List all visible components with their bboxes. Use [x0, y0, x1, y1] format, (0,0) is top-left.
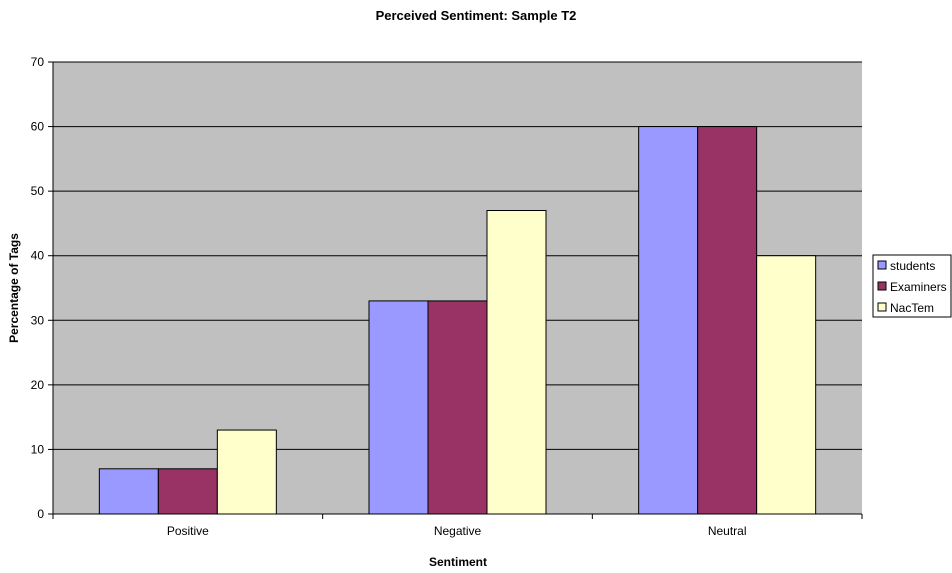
bar-nactem-positive: [216, 429, 277, 515]
y-tick-label: 50: [31, 184, 45, 198]
bar-students-neutral: [638, 126, 699, 515]
y-tick-label: 20: [31, 378, 45, 392]
bar-nactem-negative: [486, 210, 547, 515]
axes: [48, 61, 863, 519]
legend-swatch: [877, 302, 887, 312]
bar-students-negative: [368, 300, 429, 515]
legend-label: Examiners: [890, 280, 947, 294]
y-tick-label: 60: [31, 120, 45, 134]
legend-swatch: [877, 281, 887, 291]
bar-nactem-neutral: [756, 255, 817, 515]
y-tick-label: 10: [31, 442, 45, 456]
bar-examiners-negative: [427, 300, 488, 515]
x-tick-label: Negative: [434, 524, 482, 538]
bar-examiners-positive: [157, 468, 218, 515]
y-tick-label: 30: [31, 313, 45, 327]
y-tick-label: 0: [37, 507, 44, 521]
y-tick-label: 40: [31, 249, 45, 263]
y-tick-labels: 0 10 20 30 40 50 60 70: [31, 55, 45, 521]
legend: students Examiners NacTem: [872, 254, 952, 318]
x-tick-label: Positive: [167, 524, 209, 538]
legend-swatch: [877, 260, 887, 270]
legend-label: students: [890, 259, 935, 273]
x-tick-label: Neutral: [708, 524, 747, 538]
y-axis-title: Percentage of Tags: [7, 233, 21, 343]
y-tick-label: 70: [31, 55, 45, 69]
legend-label: NacTem: [890, 301, 934, 315]
bar-examiners-neutral: [697, 126, 758, 515]
x-axis-title: Sentiment: [429, 555, 487, 569]
chart-title: Perceived Sentiment: Sample T2: [376, 8, 577, 23]
bar-students-positive: [98, 468, 159, 515]
bars: [98, 126, 817, 515]
x-tick-labels: Positive Negative Neutral: [167, 524, 747, 538]
